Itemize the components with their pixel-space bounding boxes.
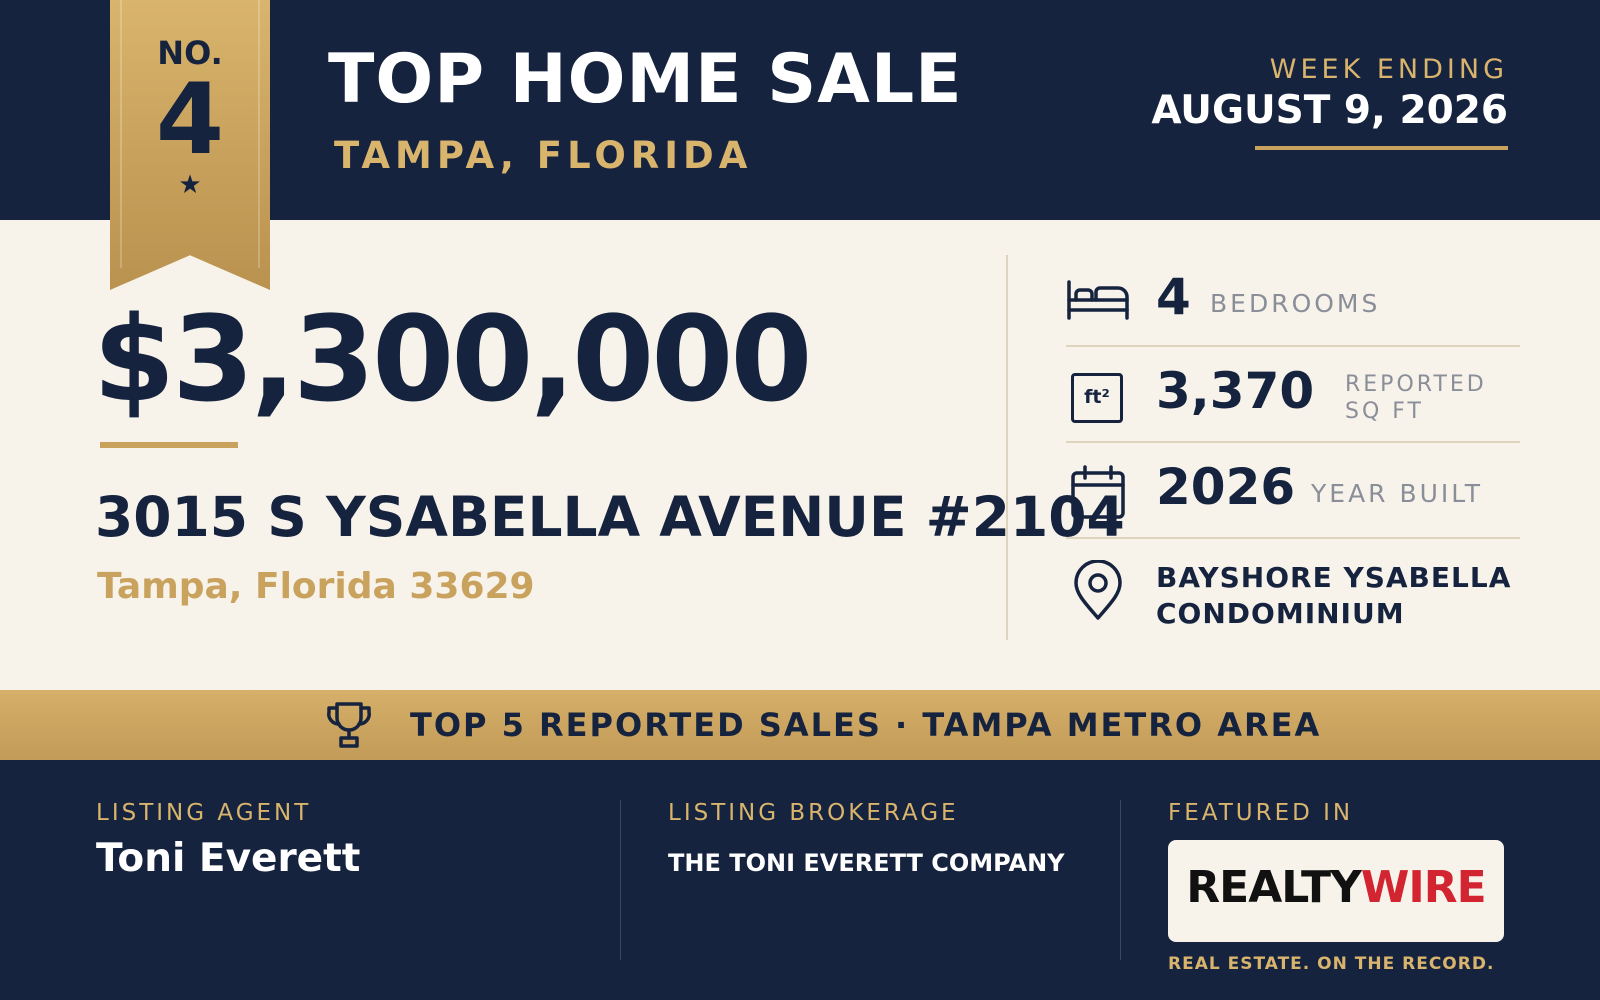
- trophy-icon: [327, 702, 371, 748]
- logo-tagline: REAL ESTATE. ON THE RECORD.: [1168, 954, 1495, 974]
- rank-prefix: NO.: [157, 34, 223, 72]
- week-underline: [1255, 146, 1508, 150]
- footer-bar: LISTING AGENT Toni Everett LISTING BROKE…: [0, 760, 1600, 1000]
- sqft-label-line1: REPORTED: [1345, 372, 1487, 397]
- rank-ribbon: NO. 4 ★: [110, 0, 270, 290]
- location-pin-icon: [1074, 560, 1122, 620]
- square-feet-icon: ft²: [1071, 373, 1123, 423]
- page-title: TOP HOME SALE: [328, 40, 963, 119]
- featured-in-label: FEATURED IN: [1168, 800, 1354, 826]
- sale-price: $3,300,000: [93, 290, 812, 428]
- listing-agent-name: Toni Everett: [96, 836, 361, 881]
- top-sales-banner-text: TOP 5 REPORTED SALES · TAMPA METRO AREA: [410, 706, 1322, 744]
- week-ending-label: WEEK ENDING: [1269, 54, 1508, 85]
- logo-wordmark-realty: REALTY: [1186, 862, 1362, 913]
- logo-wordmark: REALTYWIRE: [1168, 862, 1504, 913]
- sqft-value: 3,370: [1156, 362, 1315, 420]
- footer-divider: [1120, 800, 1121, 960]
- week-ending-date: AUGUST 9, 2026: [1151, 88, 1508, 133]
- logo-wordmark-wire: WIRE: [1360, 862, 1487, 913]
- price-underline: [100, 442, 238, 448]
- year-built-value: 2026: [1156, 458, 1296, 516]
- listing-brokerage-label: LISTING BROKERAGE: [668, 800, 959, 826]
- location-subtitle: TAMPA, FLORIDA: [334, 134, 753, 177]
- stats-row-divider: [1066, 441, 1520, 443]
- bedrooms-value: 4: [1156, 268, 1191, 326]
- stats-row-divider: [1066, 345, 1520, 347]
- community-name: BAYSHORE YSABELLA CONDOMINIUM: [1156, 560, 1511, 632]
- listing-brokerage-name: THE TONI EVERETT COMPANY: [668, 849, 1065, 877]
- rank-number: 4: [155, 63, 225, 177]
- calendar-icon: [1071, 465, 1125, 519]
- year-built-label: YEAR BUILT: [1311, 479, 1484, 508]
- city-state-zip: Tampa, Florida 33629: [97, 566, 535, 607]
- stats-divider: [1006, 255, 1008, 640]
- top-sales-band: TOP 5 REPORTED SALES · TAMPA METRO AREA: [0, 690, 1600, 760]
- listing-agent-label: LISTING AGENT: [96, 800, 312, 826]
- realtywire-logo: REALTYWIRE: [1168, 840, 1504, 942]
- star-icon: ★: [178, 170, 202, 200]
- community-line1: BAYSHORE YSABELLA: [1156, 561, 1512, 594]
- street-address: 3015 S YSABELLA AVENUE #2104: [95, 485, 1125, 549]
- footer-divider: [620, 800, 621, 960]
- community-line2: CONDOMINIUM: [1156, 597, 1405, 630]
- stats-row-divider: [1066, 537, 1520, 539]
- bedrooms-label: BEDROOMS: [1210, 289, 1381, 318]
- bed-icon: [1067, 280, 1129, 320]
- sqft-label-line2: SQ FT: [1345, 399, 1424, 424]
